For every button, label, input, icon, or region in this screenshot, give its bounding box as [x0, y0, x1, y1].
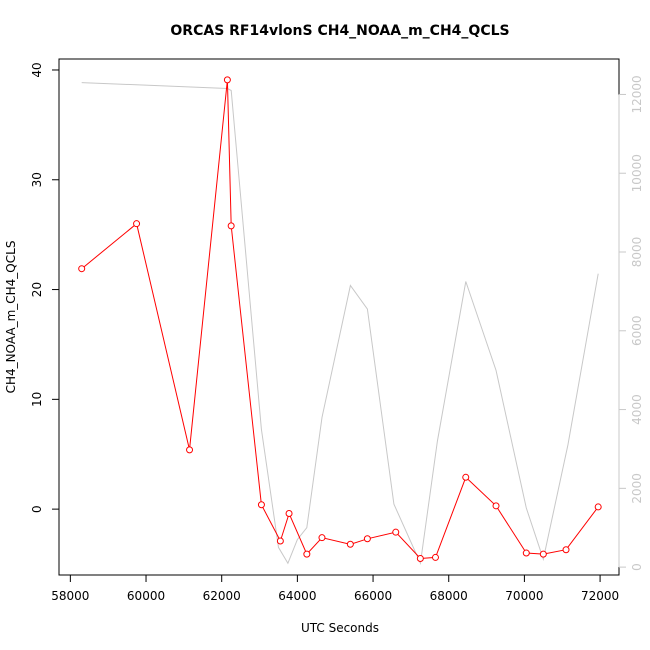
data-point — [416, 555, 424, 563]
x-tick-label: 72000 — [581, 589, 619, 603]
data-point — [431, 553, 439, 561]
data-point — [223, 76, 231, 84]
chart-title: ORCAS RF14vlonS CH4_NOAA_m_CH4_QCLS — [170, 23, 509, 39]
y2-tick-label: 8000 — [630, 237, 644, 268]
y-tick-label: 10 — [30, 392, 44, 407]
data-point — [594, 503, 602, 511]
data-point — [462, 473, 470, 481]
data-point — [285, 510, 293, 518]
data-point — [363, 535, 371, 543]
series-line-right — [81, 82, 599, 565]
y-tick-label: 0 — [30, 505, 44, 513]
data-point — [346, 540, 354, 548]
x-axis-label: UTC Seconds — [301, 621, 379, 635]
y-axis-right: 0 2000 4000 6000 8000 10000 12000 — [618, 75, 644, 571]
x-tick-label: 68000 — [430, 589, 468, 603]
x-tick-label: 66000 — [354, 589, 392, 603]
data-point — [539, 550, 547, 558]
series-layer — [78, 76, 602, 565]
x-tick-label: 58000 — [51, 589, 89, 603]
data-point — [78, 265, 86, 273]
y2-tick-label: 4000 — [630, 394, 644, 425]
y-tick-label: 40 — [30, 62, 44, 77]
data-point — [392, 528, 400, 536]
data-point — [257, 501, 265, 509]
x-tick-label: 62000 — [203, 589, 241, 603]
plot-frame — [58, 58, 620, 576]
data-point — [318, 534, 326, 542]
data-point — [186, 446, 194, 454]
data-point — [562, 546, 570, 554]
data-point — [276, 537, 284, 545]
y2-tick-label: 0 — [630, 563, 644, 571]
y-axis-label: CH4_NOAA_m_CH4_QCLS — [4, 241, 18, 394]
y2-tick-label: 2000 — [630, 473, 644, 504]
x-axis: 58000 60000 62000 64000 66000 68000 70000 72000 — [51, 574, 619, 603]
data-point — [303, 550, 311, 558]
data-point — [227, 222, 235, 230]
series-line-left — [81, 79, 599, 560]
x-tick-label: 60000 — [127, 589, 165, 603]
x-tick-label: 70000 — [505, 589, 543, 603]
y2-tick-label: 12000 — [630, 75, 644, 113]
x-tick-label: 64000 — [278, 589, 316, 603]
y-axis-left: 0 10 20 30 40 — [30, 62, 60, 513]
data-point — [133, 220, 141, 228]
y-tick-label: 20 — [30, 282, 44, 297]
y-tick-label: 30 — [30, 172, 44, 187]
y2-tick-label: 6000 — [630, 316, 644, 347]
data-point — [522, 549, 530, 557]
y2-tick-label: 10000 — [630, 154, 644, 192]
data-point — [492, 502, 500, 510]
